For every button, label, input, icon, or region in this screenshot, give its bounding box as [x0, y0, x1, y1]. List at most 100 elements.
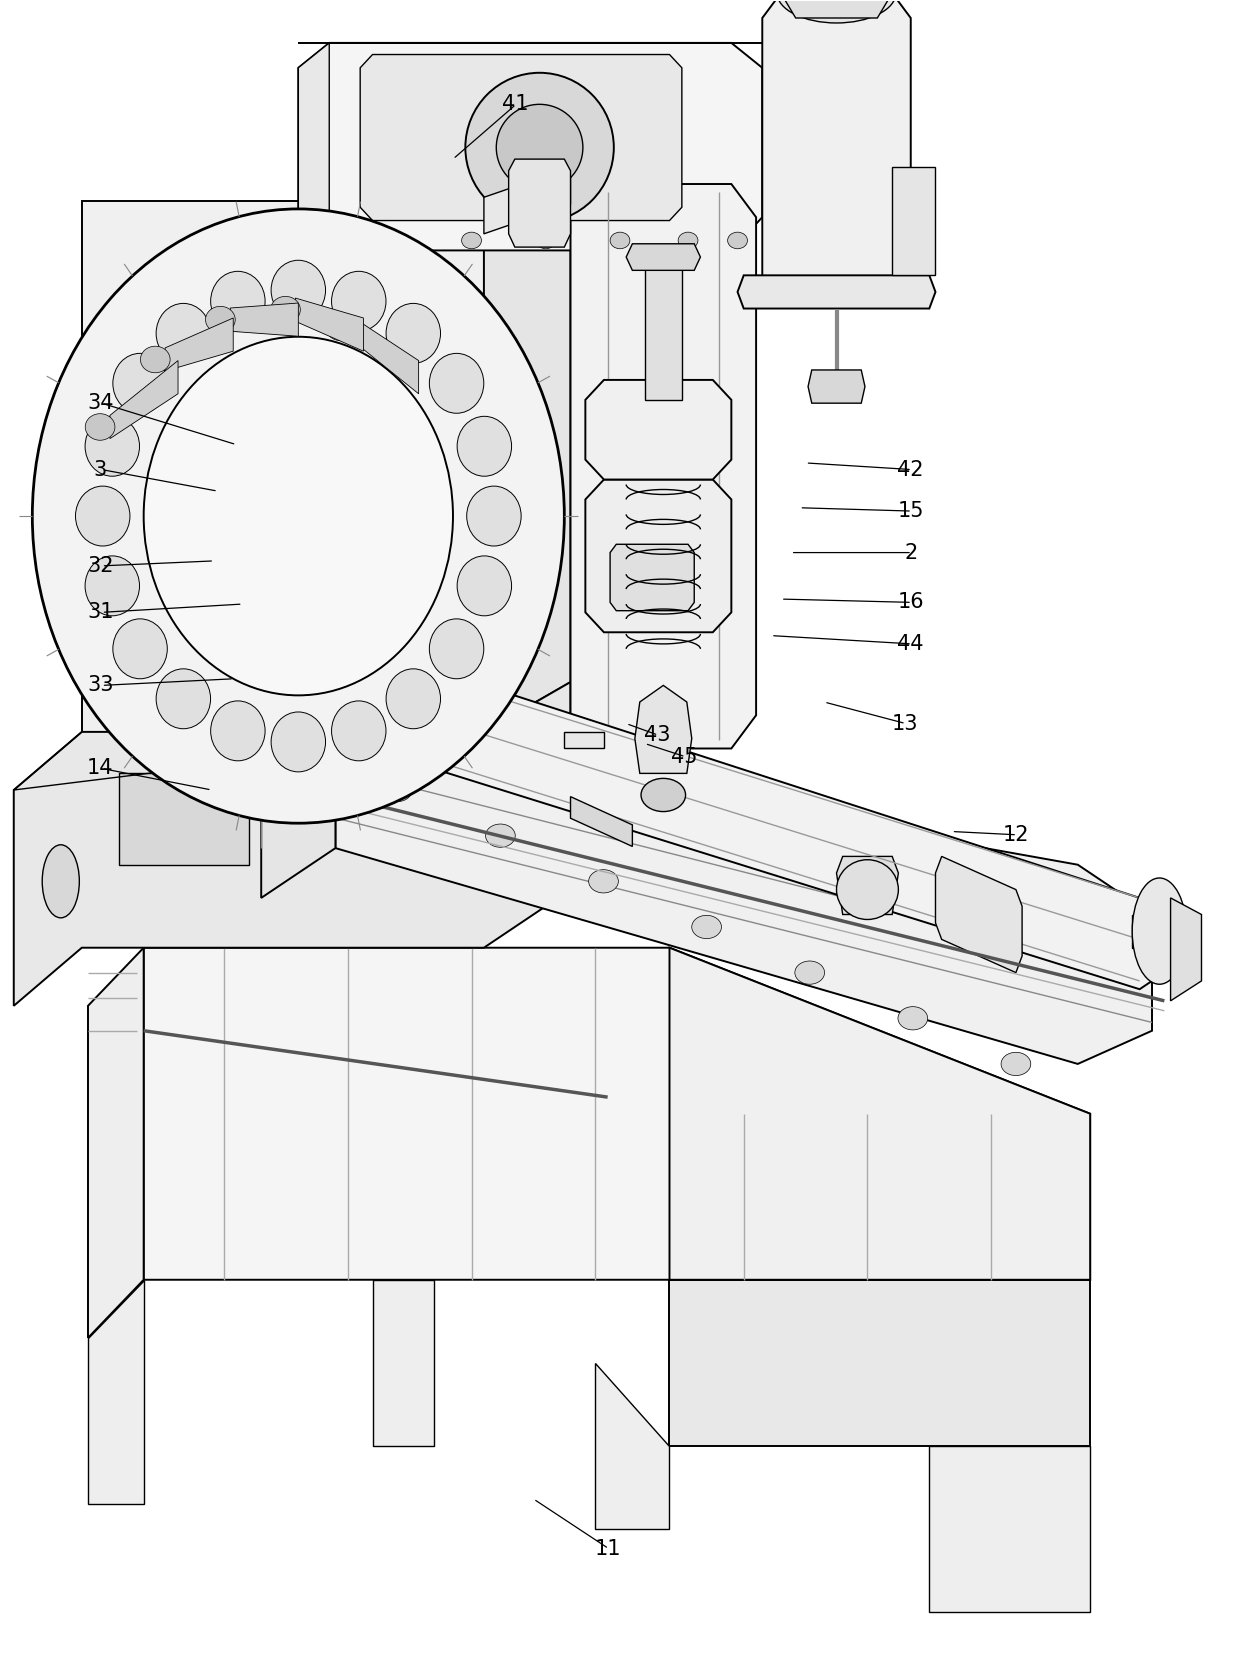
Polygon shape: [738, 276, 935, 309]
Polygon shape: [635, 685, 692, 773]
Ellipse shape: [86, 555, 140, 615]
Polygon shape: [670, 948, 1090, 1281]
Ellipse shape: [496, 105, 583, 191]
Ellipse shape: [837, 860, 898, 920]
Polygon shape: [360, 55, 682, 221]
Ellipse shape: [100, 387, 125, 411]
Ellipse shape: [795, 961, 825, 984]
Ellipse shape: [211, 700, 265, 760]
Polygon shape: [837, 856, 898, 915]
Ellipse shape: [728, 233, 748, 249]
Ellipse shape: [270, 296, 300, 323]
Ellipse shape: [331, 271, 386, 331]
Polygon shape: [626, 244, 701, 271]
Polygon shape: [570, 797, 632, 846]
Ellipse shape: [458, 416, 512, 476]
Polygon shape: [484, 151, 570, 732]
Text: 43: 43: [644, 725, 671, 745]
Text: 11: 11: [594, 1538, 621, 1558]
Ellipse shape: [386, 669, 440, 728]
Ellipse shape: [331, 700, 386, 760]
Ellipse shape: [777, 0, 897, 23]
Text: 33: 33: [87, 675, 114, 695]
Polygon shape: [585, 379, 732, 479]
Polygon shape: [295, 298, 363, 351]
Polygon shape: [585, 479, 732, 632]
Ellipse shape: [175, 387, 200, 411]
Polygon shape: [670, 1281, 1090, 1445]
Ellipse shape: [272, 259, 326, 321]
Ellipse shape: [386, 303, 440, 363]
Text: 32: 32: [87, 555, 114, 575]
Ellipse shape: [113, 353, 167, 412]
Polygon shape: [935, 856, 1022, 973]
Polygon shape: [119, 507, 249, 599]
Ellipse shape: [272, 712, 326, 772]
Ellipse shape: [42, 845, 79, 918]
Ellipse shape: [458, 555, 512, 615]
Ellipse shape: [86, 414, 115, 441]
Polygon shape: [144, 948, 1090, 1281]
Ellipse shape: [76, 486, 130, 545]
Ellipse shape: [86, 416, 140, 476]
Ellipse shape: [326, 233, 345, 249]
Polygon shape: [14, 682, 570, 1006]
Polygon shape: [119, 640, 249, 732]
Ellipse shape: [237, 387, 262, 411]
Polygon shape: [484, 168, 570, 234]
Text: 3: 3: [94, 459, 107, 479]
Polygon shape: [119, 773, 249, 865]
Polygon shape: [781, 0, 893, 18]
Text: 45: 45: [671, 747, 698, 767]
Text: 2: 2: [904, 542, 918, 562]
Ellipse shape: [156, 303, 211, 363]
Polygon shape: [929, 1445, 1090, 1611]
Text: 44: 44: [898, 634, 924, 654]
Ellipse shape: [382, 778, 412, 802]
Polygon shape: [763, 0, 910, 301]
Ellipse shape: [387, 233, 407, 249]
Text: 41: 41: [502, 95, 528, 115]
Ellipse shape: [140, 346, 170, 373]
Text: 13: 13: [892, 713, 918, 733]
Polygon shape: [299, 43, 330, 218]
Ellipse shape: [156, 669, 211, 728]
Ellipse shape: [465, 73, 614, 223]
Ellipse shape: [610, 233, 630, 249]
Text: 14: 14: [87, 758, 114, 778]
Polygon shape: [1132, 915, 1187, 948]
Ellipse shape: [589, 870, 619, 893]
Polygon shape: [299, 43, 763, 251]
Text: 31: 31: [87, 602, 114, 622]
Ellipse shape: [326, 314, 356, 341]
Polygon shape: [63, 349, 293, 449]
Polygon shape: [110, 361, 179, 439]
Polygon shape: [570, 185, 756, 748]
Polygon shape: [893, 168, 935, 276]
Ellipse shape: [678, 233, 698, 249]
Polygon shape: [508, 160, 570, 248]
Ellipse shape: [898, 1006, 928, 1029]
Polygon shape: [372, 665, 422, 807]
Polygon shape: [645, 268, 682, 399]
Ellipse shape: [429, 353, 484, 412]
Polygon shape: [262, 732, 336, 898]
Ellipse shape: [486, 825, 516, 846]
Ellipse shape: [211, 271, 265, 331]
Ellipse shape: [536, 233, 556, 249]
Ellipse shape: [113, 619, 167, 679]
Polygon shape: [808, 369, 866, 402]
Text: 15: 15: [898, 501, 924, 521]
Ellipse shape: [641, 778, 686, 812]
Polygon shape: [610, 544, 694, 610]
Polygon shape: [88, 1281, 144, 1503]
Polygon shape: [82, 201, 484, 732]
Text: 12: 12: [1003, 825, 1029, 845]
Ellipse shape: [1001, 1053, 1030, 1076]
Ellipse shape: [206, 306, 236, 333]
Polygon shape: [1171, 898, 1202, 1001]
Text: 16: 16: [898, 592, 924, 612]
Polygon shape: [165, 318, 233, 371]
Polygon shape: [336, 732, 1152, 1064]
Polygon shape: [564, 732, 604, 748]
